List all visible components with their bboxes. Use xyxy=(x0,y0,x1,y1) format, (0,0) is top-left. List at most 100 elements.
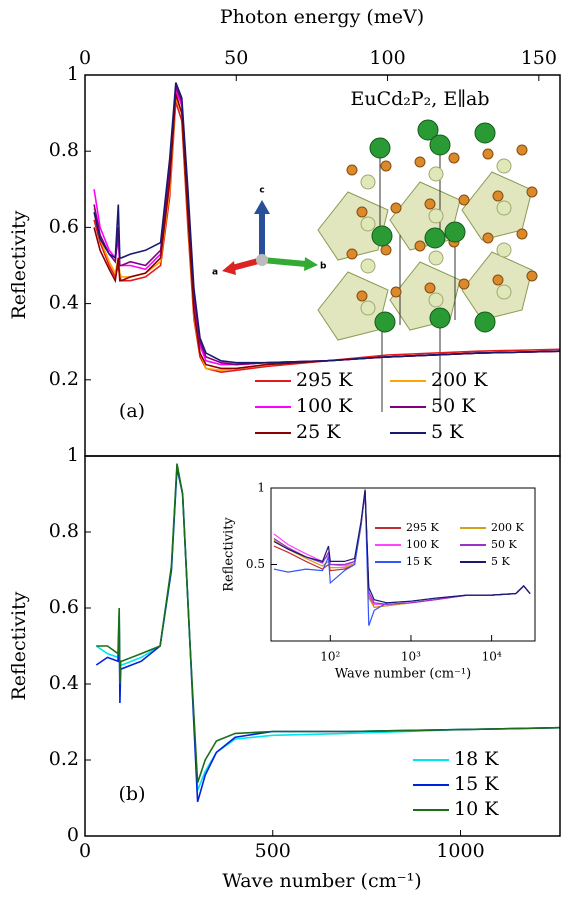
atom xyxy=(391,287,401,297)
atom xyxy=(357,291,367,301)
atom xyxy=(449,153,459,163)
axes-triad: a b c xyxy=(212,186,327,278)
x-tick-label: 50 xyxy=(224,47,248,69)
x-axis-label: Wave number (cm⁻¹) xyxy=(222,870,421,892)
atom xyxy=(493,191,503,201)
atom xyxy=(497,201,511,215)
atom xyxy=(429,251,443,265)
x-tick-label: 500 xyxy=(255,840,291,862)
legend-label: 50 K xyxy=(491,538,517,551)
x-tick-label: 100 xyxy=(369,47,405,69)
atom xyxy=(430,135,450,155)
legend-label: 25 K xyxy=(296,421,341,443)
octahedron xyxy=(318,272,388,340)
y-tick-label: 1 xyxy=(257,481,265,495)
atom xyxy=(347,249,357,259)
y-tick-label: 0.5 xyxy=(246,557,265,571)
atom xyxy=(429,167,443,181)
atom xyxy=(527,271,537,281)
legend-label: 15 K xyxy=(454,773,499,795)
atom xyxy=(415,157,425,167)
x-tick-label: 0 xyxy=(79,840,91,862)
crystal-axis-label: c xyxy=(259,186,264,196)
atom xyxy=(391,203,401,213)
top-axis-label: Photon energy (meV) xyxy=(220,6,424,28)
atom xyxy=(425,199,435,209)
x-axis-label: Wave number (cm⁻¹) xyxy=(335,667,471,682)
octahedron xyxy=(462,252,532,320)
atom xyxy=(381,161,391,171)
legend-label: 100 K xyxy=(296,395,353,417)
x-tick-label: 10³ xyxy=(401,650,421,664)
atom xyxy=(430,308,450,328)
x-tick-label: 1000 xyxy=(436,840,484,862)
atom xyxy=(361,301,375,315)
y-axis-label: Reflectivity xyxy=(8,210,30,319)
atom xyxy=(361,259,375,273)
atom xyxy=(370,138,390,158)
atom xyxy=(357,207,367,217)
atom xyxy=(527,187,537,197)
atom xyxy=(517,229,527,239)
atom xyxy=(493,275,503,285)
y-tick-label: 0.4 xyxy=(49,292,79,314)
atom xyxy=(497,159,511,173)
arrowhead xyxy=(254,200,270,214)
x-tick-label: 0 xyxy=(79,47,91,69)
atom xyxy=(459,279,469,289)
y-tick-label: 1 xyxy=(67,444,79,466)
atom xyxy=(375,312,395,332)
y-tick-label: 0.6 xyxy=(49,215,79,237)
arrow xyxy=(262,260,306,264)
atom xyxy=(425,228,445,248)
legend-label: 100 K xyxy=(406,538,439,551)
arrowhead xyxy=(304,257,318,271)
atom xyxy=(381,245,391,255)
legend-label: 5 K xyxy=(431,421,464,443)
atom xyxy=(429,209,443,223)
arrowhead xyxy=(222,261,236,275)
y-tick-label: 0 xyxy=(67,824,79,846)
y-tick-label: 0.8 xyxy=(49,520,79,542)
origin xyxy=(256,254,268,266)
atom xyxy=(497,285,511,299)
atom xyxy=(361,217,375,231)
y-tick-label: 1 xyxy=(67,63,79,85)
atom xyxy=(429,293,443,307)
y-tick-label: 0.2 xyxy=(49,368,79,390)
legend-label: 200 K xyxy=(431,369,488,391)
atom xyxy=(415,241,425,251)
legend-label: 200 K xyxy=(491,521,524,534)
y-tick-label: 0.8 xyxy=(49,139,79,161)
panel-label: (a) xyxy=(119,400,145,422)
y-tick-label: 0.6 xyxy=(49,596,79,618)
y-axis-label: Reflectivity xyxy=(222,517,237,592)
crystal-axis-label: a xyxy=(212,268,218,278)
legend-label: 5 K xyxy=(491,555,510,568)
atom xyxy=(459,195,469,205)
atom xyxy=(475,312,495,332)
atom xyxy=(483,233,493,243)
atom xyxy=(372,226,392,246)
atom xyxy=(347,165,357,175)
atom xyxy=(475,123,495,143)
x-tick-label: 10⁴ xyxy=(482,650,502,664)
legend-label: 10 K xyxy=(454,798,499,820)
x-tick-label: 150 xyxy=(521,47,557,69)
y-tick-label: 0.4 xyxy=(49,672,79,694)
figure: Photon energy (meV) Reflectivity Reflect… xyxy=(0,0,562,901)
atom xyxy=(425,283,435,293)
y-tick-label: 0.2 xyxy=(49,748,79,770)
atom xyxy=(497,243,511,257)
annotation: EuCd₂P₂, E∥ab xyxy=(350,88,489,110)
legend-label: 18 K xyxy=(454,748,499,770)
crystal-axis-label: b xyxy=(320,262,327,272)
atom xyxy=(445,222,465,242)
legend-label: 15 K xyxy=(406,555,432,568)
legend-label: 295 K xyxy=(296,369,353,391)
atom xyxy=(483,149,493,159)
legend-label: 295 K xyxy=(406,521,439,534)
atom xyxy=(517,145,527,155)
x-tick-label: 10² xyxy=(320,650,340,664)
atom xyxy=(361,175,375,189)
